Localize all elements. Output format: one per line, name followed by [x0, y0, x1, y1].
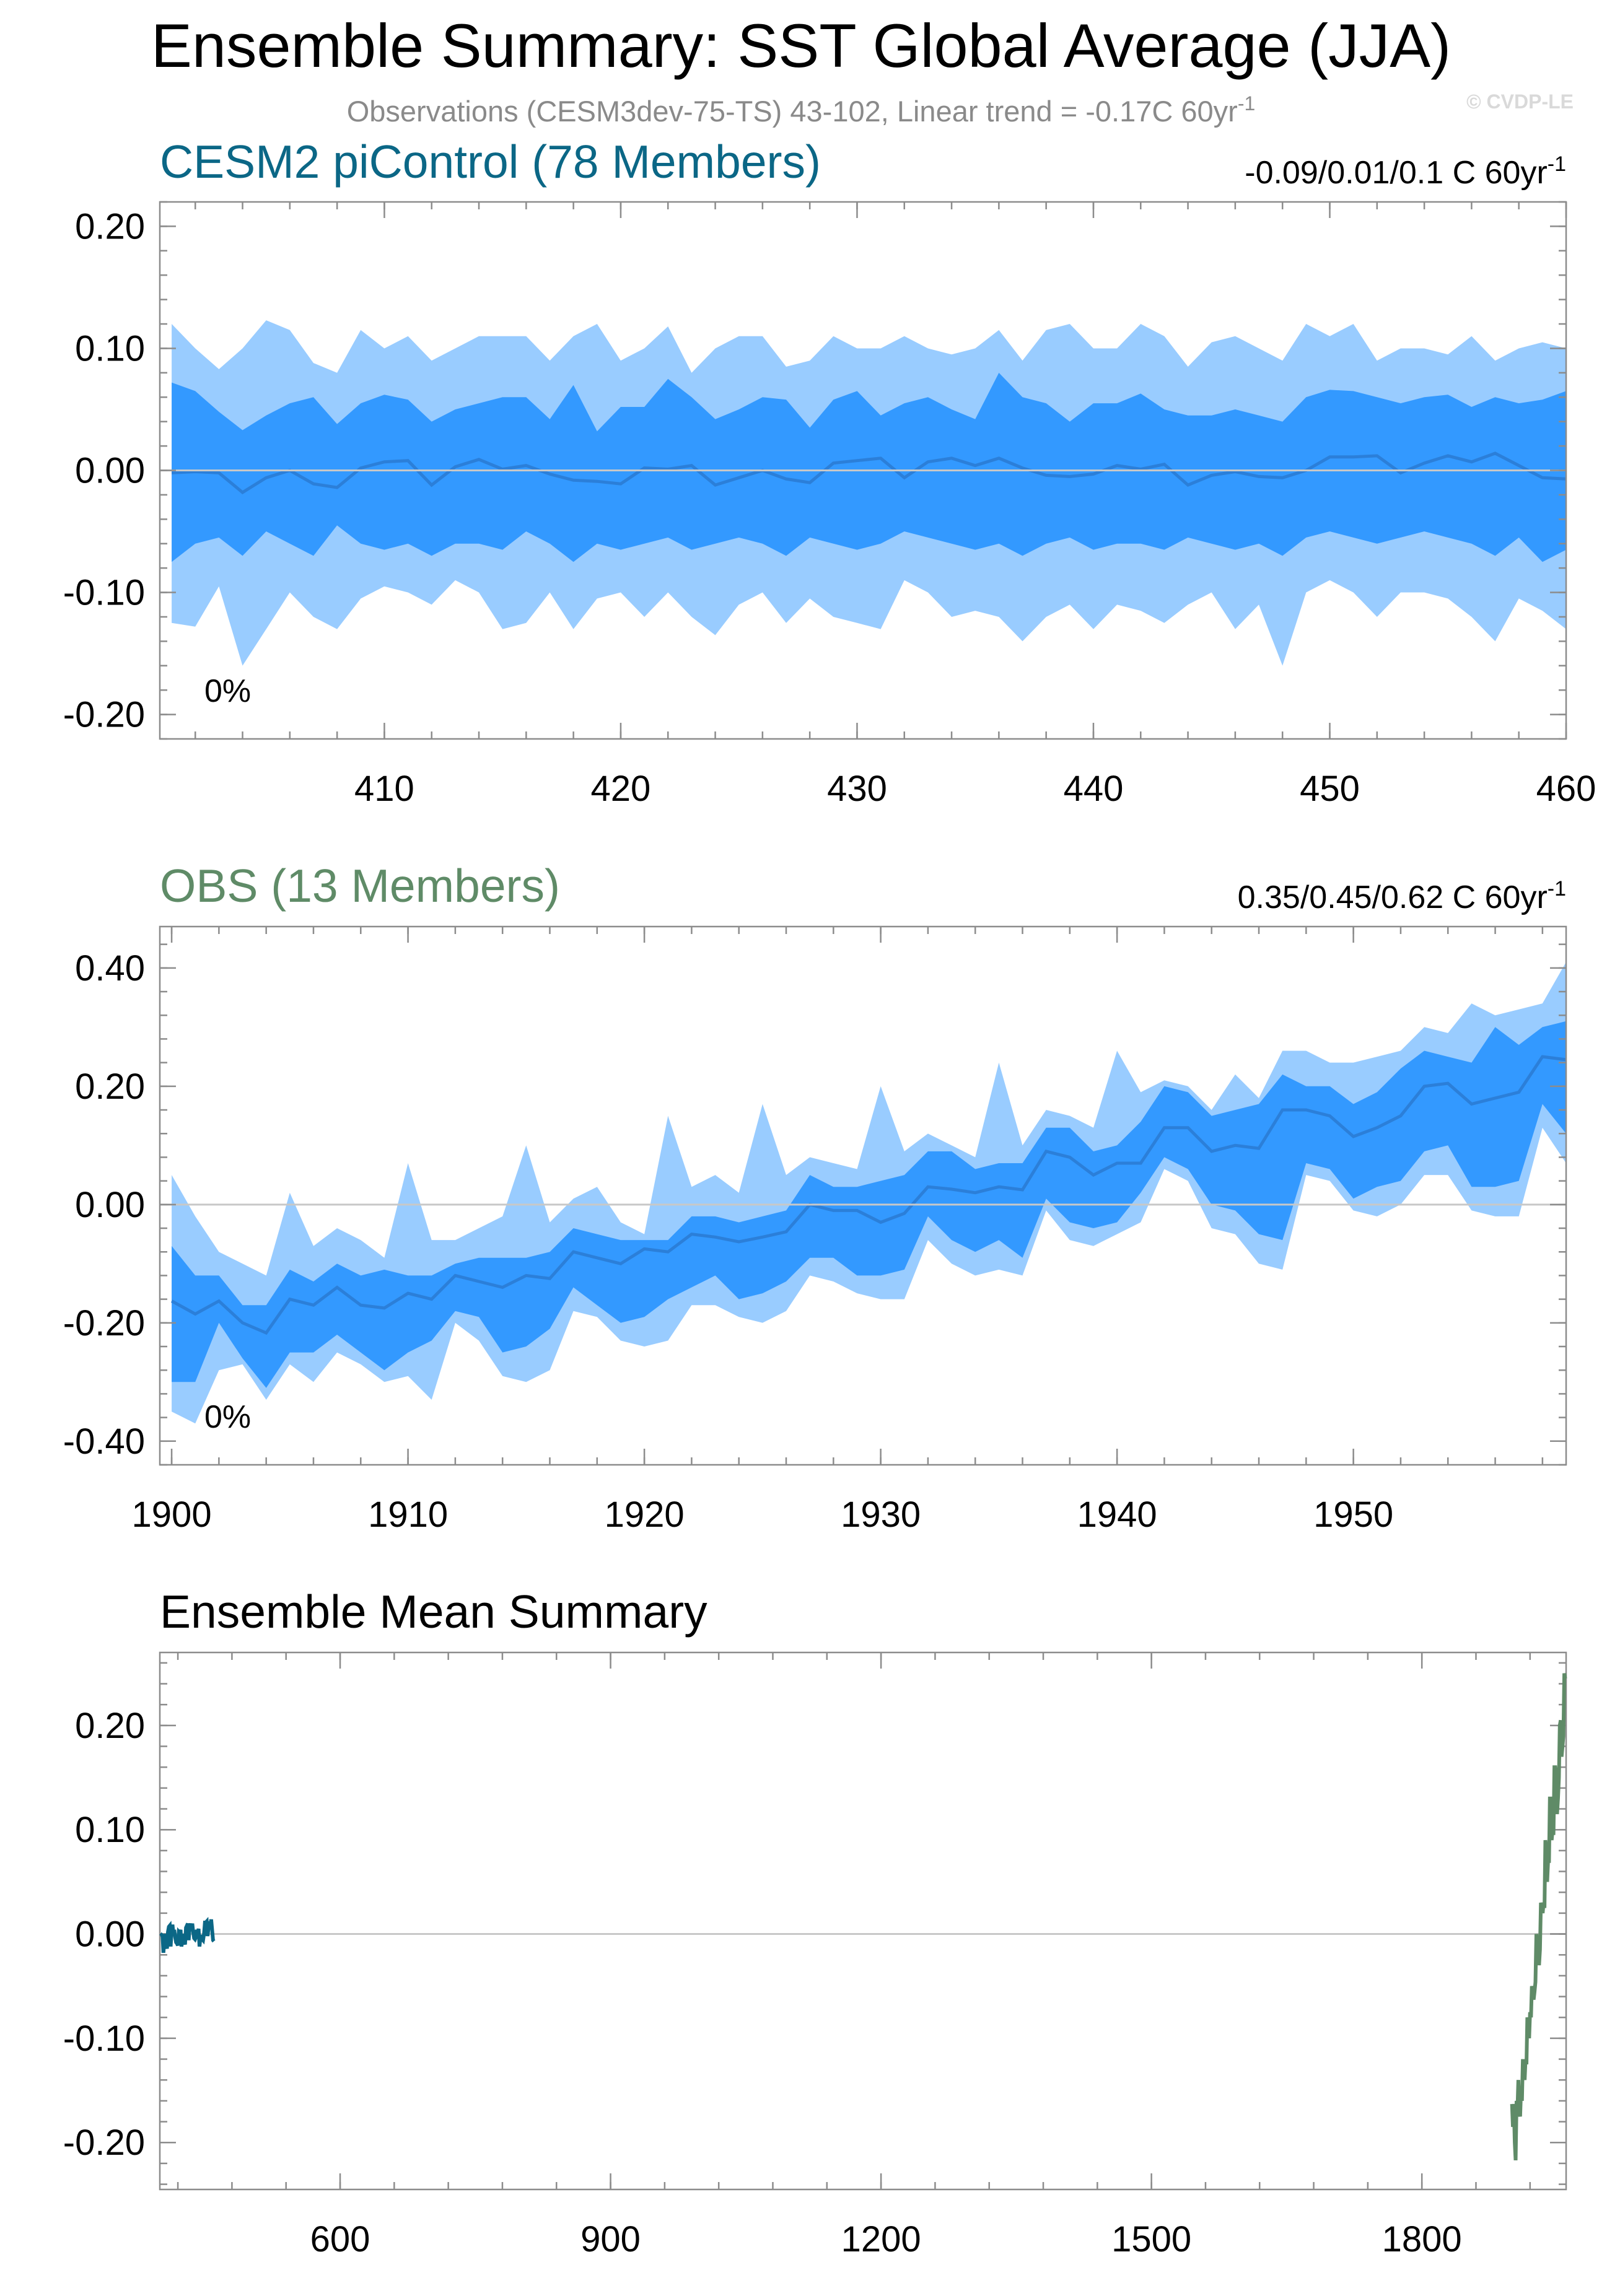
obs-ensemble-mean-line: [170, 1055, 1567, 1335]
subtitle-text: Observations (CESM3dev-75-TS) 43-102, Li…: [347, 95, 1238, 128]
picontrol-x-tick-label: 420: [591, 769, 651, 809]
obs-panel: OBS (13 Members) 0.35/0.45/0.62 C 60yr-1…: [63, 860, 1567, 1535]
obs-x-tick-label: 1940: [1077, 1495, 1157, 1535]
ensemble-mean-y-tick-label: -0.10: [63, 2019, 145, 2059]
obs-stat-text: 0.35/0.45/0.62 C 60yr: [1238, 880, 1548, 915]
picontrol-x-tick-label: 410: [354, 769, 414, 809]
obs-percent-label: 0%: [204, 1399, 251, 1435]
picontrol-panel-title: CESM2 piControl (78 Members): [160, 136, 821, 188]
picontrol-summary-line: [159, 1916, 216, 1953]
picontrol-x-tick-label: 440: [1064, 769, 1124, 809]
main-title: Ensemble Summary: SST Global Average (JJ…: [151, 11, 1451, 80]
picontrol-x-tick-label: 430: [827, 769, 887, 809]
obs-frame: [159, 925, 1567, 1466]
picontrol-stat-label: -0.09/0.01/0.1 C 60yr-1: [1245, 152, 1566, 191]
obs-y-tick-label: 0.00: [75, 1185, 145, 1225]
ensemble-mean-x-tick-label: 600: [310, 2219, 370, 2259]
picontrol-y-tick-label: 0.00: [75, 451, 145, 491]
obs-x-tick-label: 1910: [368, 1495, 448, 1535]
ensemble-mean-plot-area: 0.20 0.10 0.00 -0.10 -0.20 600 900 1200 1500 1800: [63, 1651, 1567, 2259]
subtitle: Observations (CESM3dev-75-TS) 43-102, Li…: [347, 92, 1256, 128]
picontrol-x-tick-label: 450: [1300, 769, 1360, 809]
subtitle-superscript: -1: [1238, 92, 1255, 115]
obs-summary-line: [1510, 1673, 1567, 2161]
ensemble-mean-x-tick-label: 1500: [1111, 2219, 1191, 2259]
obs-panel-title: OBS (13 Members): [160, 860, 560, 912]
picontrol-percent-label: 0%: [204, 673, 251, 709]
ensemble-mean-frame: [159, 1651, 1567, 2191]
ensemble-mean-panel: Ensemble Mean Summary 0.20 0.10 0.00 -0.10 -…: [63, 1586, 1567, 2259]
copyright-label: © CVDP-LE: [1466, 90, 1574, 113]
ensemble-mean-x-tick-label: 900: [580, 2219, 641, 2259]
ensemble-mean-x-tick-label: 1200: [841, 2219, 921, 2259]
obs-stat-superscript: -1: [1548, 877, 1566, 901]
picontrol-x-tick-label: 460: [1536, 769, 1596, 809]
obs-y-tick-label: 0.40: [75, 948, 145, 989]
obs-y-tick-label: -0.40: [63, 1421, 145, 1462]
ensemble-mean-y-tick-label: 0.00: [75, 1914, 145, 1955]
picontrol-p10-p90-band: [172, 372, 1566, 562]
obs-x-tick-label: 1900: [132, 1495, 212, 1535]
picontrol-stat-superscript: -1: [1548, 152, 1566, 176]
picontrol-stat-text: -0.09/0.01/0.1 C 60yr: [1245, 155, 1548, 191]
obs-y-tick-label: 0.20: [75, 1067, 145, 1107]
ensemble-mean-x-tick-label: 1800: [1382, 2219, 1462, 2259]
picontrol-panel: CESM2 piControl (78 Members) -0.09/0.01/…: [63, 136, 1596, 809]
ensemble-mean-panel-title: Ensemble Mean Summary: [160, 1586, 707, 1638]
picontrol-y-tick-label: 0.20: [75, 206, 145, 247]
picontrol-frame: [159, 201, 1567, 740]
ensemble-mean-y-tick-label: -0.20: [63, 2123, 145, 2163]
picontrol-y-tick-label: 0.10: [75, 328, 145, 369]
obs-x-tick-label: 1920: [605, 1495, 685, 1535]
obs-x-tick-label: 1950: [1313, 1495, 1393, 1535]
obs-x-tick-label: 1930: [841, 1495, 921, 1535]
obs-plot-area: 0.40 0.20 0.00 -0.20 -0.40 1900 1910 1920 1930 19…: [63, 925, 1567, 1535]
obs-stat-label: 0.35/0.45/0.62 C 60yr-1: [1238, 877, 1566, 915]
picontrol-y-tick-label: -0.10: [63, 573, 145, 613]
picontrol-y-tick-label: -0.20: [63, 695, 145, 735]
ensemble-mean-y-tick-label: 0.10: [75, 1810, 145, 1850]
obs-y-tick-label: -0.20: [63, 1303, 145, 1343]
picontrol-plot-area: 0.20 0.10 0.00 -0.10 -0.20 410 420 430 440 450 460: [63, 201, 1596, 809]
picontrol-ensemble-mean-line: [171, 452, 1567, 495]
ensemble-mean-y-tick-label: 0.20: [75, 1706, 145, 1746]
